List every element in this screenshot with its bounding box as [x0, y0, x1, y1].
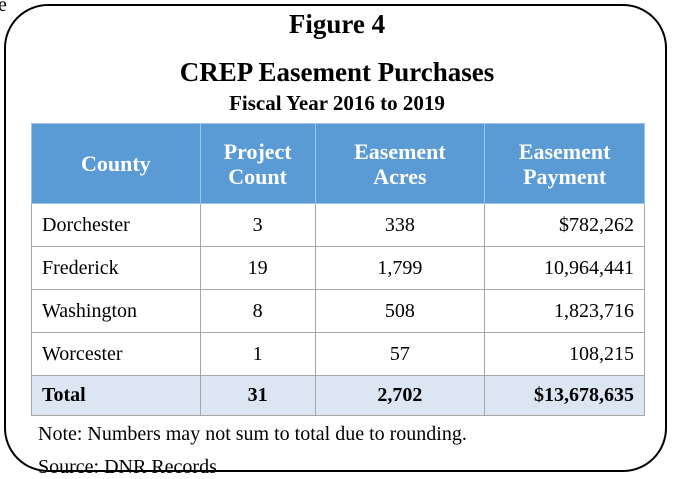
title: CREP Easement Purchases: [179, 57, 495, 87]
table-cell: 10,964,441: [484, 246, 645, 290]
table: County Project Count Easement Acres Easemen…: [31, 123, 645, 416]
table-cell: Dorchester: [31, 203, 201, 247]
corner-text: e: [0, 0, 7, 16]
table-cell: Worcester: [31, 332, 201, 376]
table-cell: 1,823,716: [484, 289, 645, 333]
table-row: Frederick 19 1,799 10,964,441: [31, 246, 645, 290]
table-cell: Frederick: [31, 246, 201, 290]
column-header-text: Project Count: [223, 138, 292, 189]
column-header-text: County: [80, 151, 151, 176]
table-row: Worcester 1 57 108,215: [31, 332, 645, 376]
figure-label: Figure 4: [288, 9, 386, 39]
table-cell: $782,262: [484, 203, 645, 247]
column-header: Project Count: [199, 123, 316, 204]
table-cell: 8: [199, 289, 316, 333]
subtitle: Fiscal Year 2016 to 2019: [229, 91, 445, 115]
column-header: Easement Payment: [484, 123, 645, 204]
table-row: Washington 8 508 1,823,716: [31, 289, 645, 333]
column-header: County: [31, 123, 201, 204]
note: Source: DNR Records: [38, 456, 217, 478]
table-cell: 108,215: [484, 332, 645, 376]
table-cell: 338: [314, 203, 486, 247]
total-cell: $13,678,635: [484, 375, 645, 416]
total-cell: 31: [199, 375, 316, 416]
table-cell: 57: [314, 332, 486, 376]
note: Note: Numbers may not sum to total due t…: [38, 423, 467, 445]
table-cell: 3: [199, 203, 316, 247]
total-row: Total 31 2,702 $13,678,635: [31, 375, 645, 416]
column-header: Easement Acres: [314, 123, 486, 204]
column-header-text: Easement Payment: [518, 138, 611, 189]
total-cell: 2,702: [314, 375, 486, 416]
frame: [4, 4, 667, 472]
header-row: County Project Count Easement Acres Easemen…: [31, 123, 645, 204]
table-cell: 1,799: [314, 246, 486, 290]
column-header-text: Easement Acres: [354, 138, 446, 189]
total-cell: Total: [31, 375, 201, 416]
table-cell: Washington: [31, 289, 201, 333]
table-body: Dorchester 3 338 $782,262 Frederick 19 1,799 10…: [31, 203, 645, 416]
table-cell: 1: [199, 332, 316, 376]
table-row: Dorchester 3 338 $782,262: [31, 203, 645, 247]
table-cell: 508: [314, 289, 486, 333]
table-cell: 19: [199, 246, 316, 290]
